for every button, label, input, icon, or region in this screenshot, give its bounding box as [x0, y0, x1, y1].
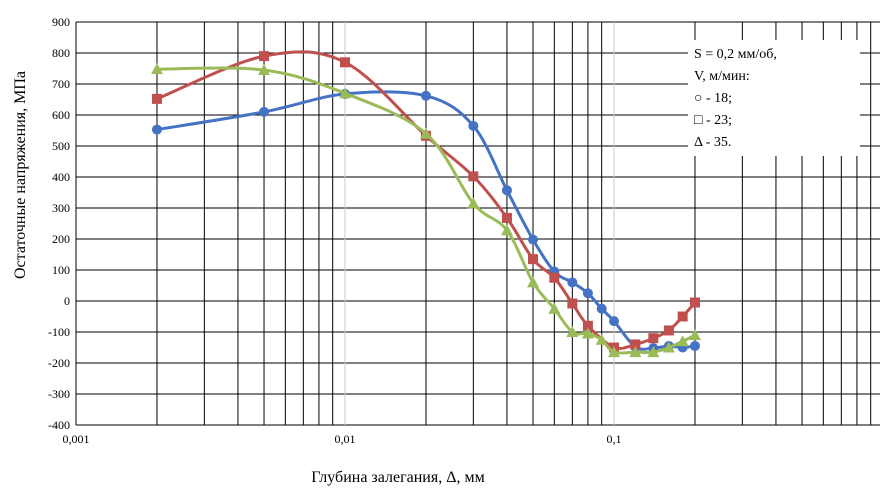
- data-point: [150, 63, 163, 75]
- data-point: [151, 93, 162, 104]
- y-tick-label: 100: [52, 263, 70, 277]
- data-point: [595, 333, 608, 345]
- y-tick-label: -400: [48, 418, 70, 432]
- data-point: [663, 325, 674, 336]
- x-tick-label: 0,01: [335, 432, 356, 446]
- data-point: [420, 90, 431, 101]
- data-point: [258, 64, 271, 76]
- legend-line: V, м/мин:: [694, 69, 750, 84]
- y-tick-label: 200: [52, 232, 70, 246]
- data-point: [609, 316, 619, 327]
- data-point: [676, 335, 689, 347]
- data-point: [581, 327, 594, 339]
- y-tick-label: 700: [52, 77, 70, 91]
- y-tick-label: -200: [48, 356, 70, 370]
- data-point: [582, 320, 593, 331]
- data-point: [468, 171, 479, 182]
- data-point: [608, 346, 620, 358]
- data-point: [688, 329, 701, 341]
- data-point: [528, 254, 539, 265]
- data-point: [527, 276, 540, 288]
- data-point: [677, 311, 688, 322]
- series-square: [151, 50, 700, 353]
- data-point: [648, 333, 659, 344]
- y-tick-label: 500: [52, 139, 70, 153]
- data-point: [500, 224, 513, 236]
- legend-box: [688, 40, 860, 156]
- y-tick-label: -300: [48, 387, 70, 401]
- legend: S = 0,2 мм/об, V, м/мин: ○ - 18; □ - 23; Δ -…: [694, 47, 777, 150]
- data-point: [647, 346, 660, 358]
- data-point: [259, 51, 270, 62]
- series-triangle: [150, 63, 701, 358]
- data-point: [596, 303, 607, 314]
- legend-line: ○ - 18;: [694, 91, 732, 106]
- y-tick-labels: -400 -300 -200 -100 0 100 200 300 400 500 600 700 80…: [48, 15, 70, 432]
- data-point: [467, 197, 480, 209]
- series-layer: [150, 50, 701, 358]
- data-point: [566, 326, 579, 337]
- legend-line: Δ - 35.: [694, 135, 731, 150]
- data-point: [501, 212, 512, 223]
- data-point: [629, 346, 642, 358]
- y-tick-label: -100: [48, 325, 70, 339]
- y-tick-label: 400: [52, 170, 70, 184]
- data-point: [567, 277, 578, 288]
- data-point: [419, 127, 432, 139]
- data-point: [630, 339, 641, 350]
- data-point: [501, 185, 512, 196]
- data-point: [468, 120, 479, 131]
- data-point: [567, 298, 578, 309]
- data-point: [151, 124, 162, 135]
- x-axis-title: Глубина залегания, Δ, мм: [311, 469, 485, 486]
- grid: [75, 21, 880, 426]
- data-point: [662, 341, 675, 353]
- x-tick-label: 0,001: [63, 432, 90, 446]
- y-tick-label: 900: [52, 15, 70, 29]
- x-tick-label: 0,1: [607, 432, 622, 446]
- data-point: [340, 57, 350, 68]
- legend-line: □ - 23;: [694, 113, 732, 128]
- data-point: [689, 340, 700, 351]
- y-tick-label: 0: [64, 294, 70, 308]
- y-tick-label: 600: [52, 108, 70, 122]
- data-point: [548, 302, 561, 314]
- data-point: [582, 288, 593, 299]
- data-point: [339, 87, 351, 99]
- data-point: [259, 106, 270, 117]
- data-point: [528, 234, 539, 245]
- y-axis-title: Остаточные напряжения, МПа: [12, 71, 29, 279]
- data-point: [689, 297, 700, 308]
- y-tick-label: 800: [52, 46, 70, 60]
- legend-line: S = 0,2 мм/об,: [694, 47, 777, 62]
- y-tick-label: 300: [52, 201, 70, 215]
- data-point: [549, 272, 560, 283]
